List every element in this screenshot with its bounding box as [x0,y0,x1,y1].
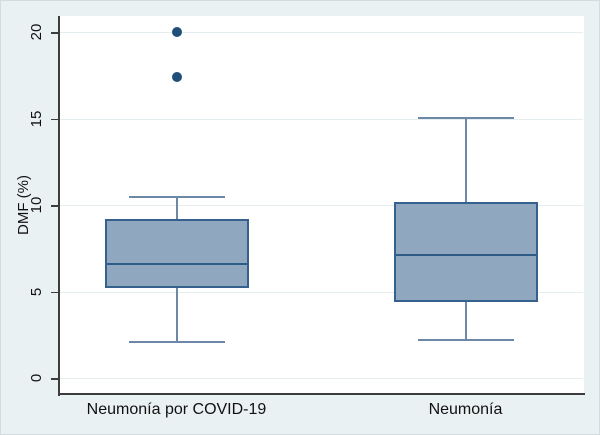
median-line [106,262,247,265]
lower-whisker-cap [128,340,225,343]
lower-whisker-cap [417,338,514,341]
lower-whisker-stem [175,288,178,342]
iqr-box [393,201,538,302]
y-tick-label: 0 [28,373,45,383]
y-axis-line [58,16,60,396]
y-tick-label: 10 [28,196,45,214]
y-tick-mark [51,32,58,34]
y-tick-mark [51,205,58,207]
median-line [395,254,536,257]
lower-whisker-stem [464,301,467,340]
upper-whisker-cap [128,196,225,199]
outlier-point [171,27,182,37]
gridline [60,118,583,120]
y-tick-mark [51,378,58,380]
y-tick-mark [51,291,58,293]
x-axis-line [58,393,585,395]
upper-whisker-cap [417,116,514,119]
x-category-label: Neumonía por COVID-19 [86,401,267,418]
x-category-label: Neumonía [428,401,503,418]
y-tick-label: 5 [28,287,45,296]
y-tick-label: 20 [28,23,45,41]
outlier-point [171,71,182,82]
plot-area [59,16,584,394]
gridline [60,32,583,33]
gridline [60,205,583,206]
upper-whisker-stem [464,116,467,202]
iqr-box [104,218,249,289]
y-tick-mark [51,118,58,120]
gridline [60,378,583,379]
gridline [60,291,583,293]
upper-whisker-stem [175,196,178,219]
y-tick-label: 15 [28,110,45,127]
